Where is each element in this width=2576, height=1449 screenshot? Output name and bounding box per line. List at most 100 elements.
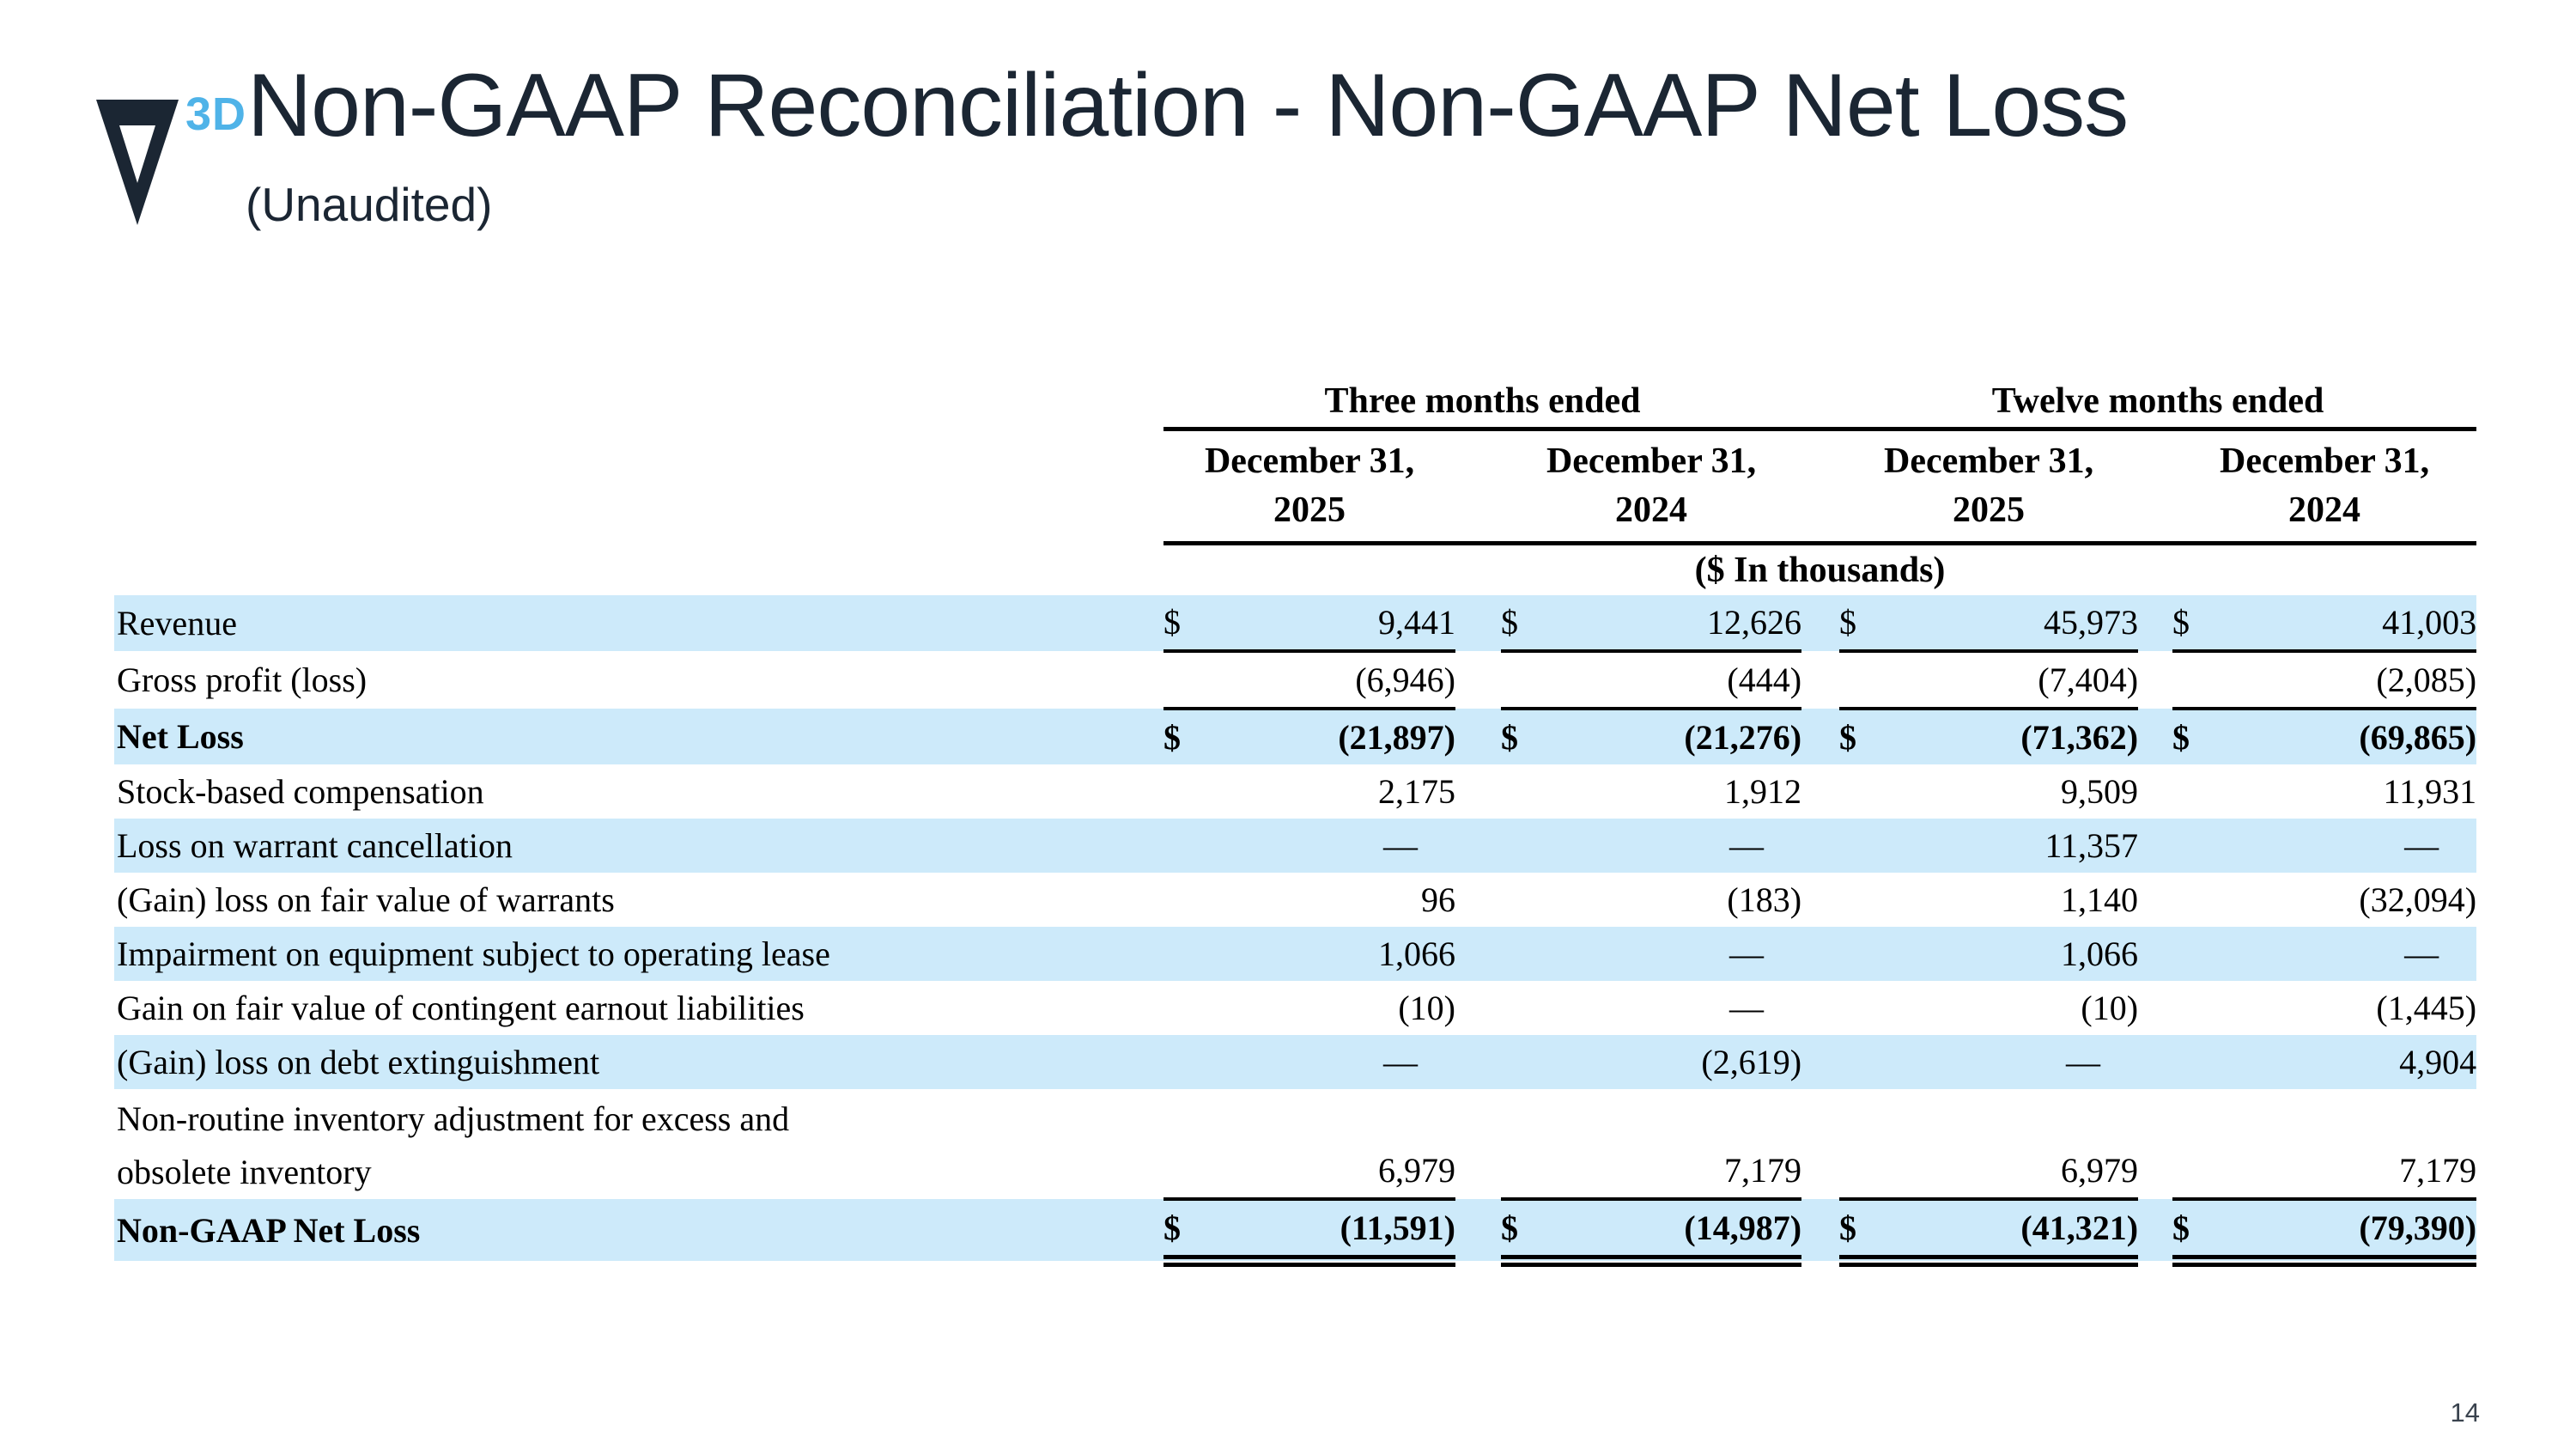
column-header: December 31, 2025 — [1163, 429, 1455, 545]
row-label: Gain on fair value of contingent earnout… — [117, 989, 805, 1027]
cell-value: 11,357 — [1893, 819, 2139, 873]
cell-value: 2,175 — [1378, 772, 1455, 811]
row-label: Non-routine inventory adjustment for exc… — [114, 1089, 1163, 1199]
dollar-sign: $ — [1163, 595, 1217, 653]
table-row: Loss on warrant cancellation — — 11,357 … — [114, 819, 2477, 873]
cell-value: 1,140 — [2061, 880, 2139, 919]
cell-value: 6,979 — [1217, 1089, 1455, 1201]
column-gap — [1801, 1089, 1839, 1199]
column-header-line2: 2024 — [2288, 490, 2361, 530]
cell-value: 12,626 — [1554, 595, 1802, 653]
cell-value: (11,591) — [1217, 1199, 1455, 1267]
column-gap — [1455, 595, 1501, 651]
cell-value: — — [1729, 989, 1765, 1027]
dollar-sign: $ — [1163, 1199, 1217, 1267]
column-gap — [1801, 651, 1839, 709]
cell-value: 1,066 — [1217, 927, 1455, 981]
dollar-cell-empty — [1501, 1089, 1554, 1201]
table-row: Impairment on equipment subject to opera… — [114, 927, 2477, 981]
column-gap — [2138, 927, 2173, 981]
column-gap — [1801, 873, 1839, 927]
cell-value: 96 — [1421, 880, 1455, 919]
dollar-sign: $ — [1501, 709, 1554, 764]
cell-value: (71,362) — [1893, 709, 2139, 764]
cell-value: 6,979 — [1893, 1089, 2139, 1201]
cell-value: 7,179 — [2226, 1089, 2477, 1201]
cell-value: (10) — [2081, 989, 2139, 1027]
column-gap — [1801, 375, 1840, 431]
cell-value: (2,085) — [2226, 651, 2477, 710]
cell-value: (6,946) — [1217, 651, 1455, 710]
table-row: Net Loss $ (21,897) $ (21,276) $ (71,362… — [114, 709, 2477, 764]
row-label: Revenue — [114, 595, 1163, 651]
cell-value: 1,912 — [1724, 772, 1802, 811]
column-header-line1: December 31, — [1204, 441, 1415, 482]
column-header: December 31, 2024 — [2172, 429, 2477, 545]
dollar-cell-empty — [1501, 1035, 1554, 1089]
column-gap — [1455, 873, 1501, 927]
column-gap — [2138, 1089, 2172, 1199]
column-gap — [1801, 595, 1840, 651]
row-label: (Gain) loss on fair value of warrants — [117, 880, 615, 919]
spacer-cell — [114, 429, 1163, 544]
dollar-cell-empty — [1501, 981, 1554, 1035]
cell-value: (10) — [1398, 989, 1455, 1027]
page-subtitle: (Unaudited) — [246, 178, 493, 231]
column-gap — [2138, 764, 2172, 819]
cell-value: — — [1217, 819, 1455, 873]
table-row: (Gain) loss on debt extinguishment — (2,… — [114, 1035, 2477, 1089]
dollar-cell-empty — [2172, 1089, 2227, 1201]
column-gap — [1455, 709, 1501, 764]
cell-value: — — [1893, 1035, 2139, 1089]
column-gap — [1801, 981, 1839, 1035]
cell-value: 4,904 — [2226, 1035, 2477, 1089]
table-row: Gross profit (loss) (6,946) (444) (7,404… — [114, 651, 2477, 710]
column-gap — [1455, 819, 1501, 873]
table-row: December 31, 2025 December 31, 2024 Dece… — [114, 429, 2477, 545]
column-gap — [1801, 429, 1840, 545]
column-gap — [2138, 981, 2172, 1035]
cell-value: (444) — [1554, 651, 1802, 710]
table-row: Non-GAAP Net Loss $ (11,591) $ (14,987) … — [114, 1199, 2477, 1267]
cell-value: — — [1554, 927, 1802, 981]
row-label: Non-GAAP Net Loss — [114, 1199, 1163, 1261]
dollar-sign: $ — [2172, 1199, 2227, 1267]
page-title: Non-GAAP Reconciliation - Non-GAAP Net L… — [247, 56, 2129, 155]
column-gap — [1455, 927, 1501, 981]
cell-value: 45,973 — [1893, 595, 2139, 653]
cell-value: (41,321) — [1893, 1199, 2139, 1267]
column-gap — [1455, 764, 1501, 819]
units-note: ($ In thousands) — [1694, 551, 1946, 590]
column-header-line1: December 31, — [1883, 441, 2094, 482]
dollar-cell-empty — [1163, 873, 1217, 927]
column-gap — [2138, 1035, 2173, 1089]
table-row: Three months ended Twelve months ended — [114, 375, 2477, 431]
dollar-sign: $ — [1839, 1199, 1893, 1267]
column-gap — [2138, 709, 2173, 764]
nabla-triangle-icon — [96, 100, 179, 225]
cell-value: 9,441 — [1217, 595, 1455, 653]
dollar-cell-empty — [1501, 819, 1554, 873]
cell-value: (183) — [1727, 880, 1802, 919]
column-gap — [1801, 819, 1840, 873]
column-gap — [2138, 873, 2172, 927]
row-label: Loss on warrant cancellation — [114, 819, 1163, 873]
column-gap — [1801, 927, 1840, 981]
cell-value: (69,865) — [2226, 709, 2477, 764]
table-row: Revenue $ 9,441 $ 12,626 $ 45,973 $ 41,0… — [114, 595, 2477, 653]
cell-value: (21,897) — [1217, 709, 1455, 764]
column-gap — [1801, 764, 1839, 819]
cell-value: — — [1554, 819, 1802, 873]
column-gap — [1455, 1199, 1501, 1261]
dollar-cell-empty — [2172, 981, 2226, 1035]
dollar-cell-empty — [2172, 873, 2226, 927]
dollar-sign: $ — [1839, 595, 1893, 653]
column-header-line2: 2025 — [1953, 490, 2026, 530]
column-gap — [1455, 651, 1501, 709]
dollar-cell-empty — [1839, 873, 1893, 927]
column-gap — [2138, 595, 2173, 651]
dollar-cell-empty — [1163, 927, 1217, 981]
cell-value: (14,987) — [1554, 1199, 1802, 1267]
column-gap — [1801, 709, 1840, 764]
